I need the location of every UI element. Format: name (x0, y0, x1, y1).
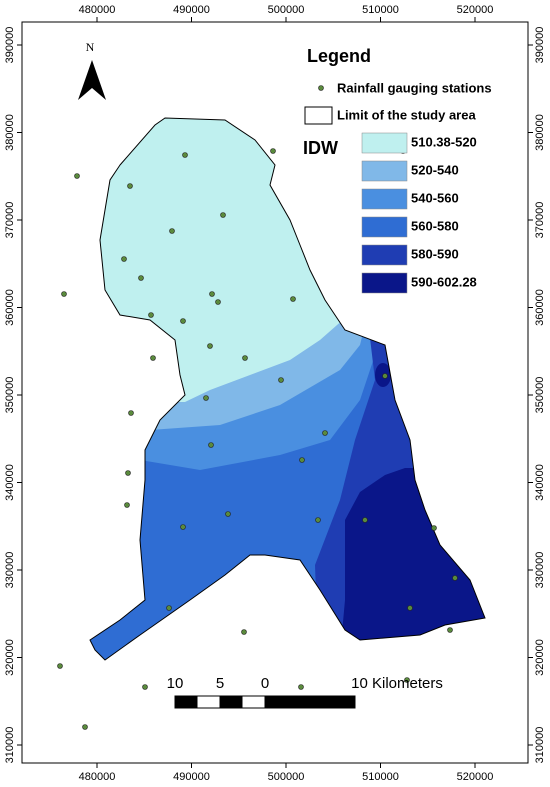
legend-station-symbol (318, 85, 324, 91)
y-tick-label: 310000 (534, 727, 546, 764)
x-tick-label: 520000 (457, 4, 494, 16)
x-tick-label: 480000 (79, 4, 116, 16)
legend-class-label: 580-590 (411, 246, 459, 261)
y-tick-label: 360000 (534, 289, 546, 326)
scale-segment (219, 695, 243, 709)
x-tick-label: 510000 (362, 771, 399, 783)
zone (340, 468, 485, 655)
legend-swatch (361, 160, 408, 182)
y-tick-label: 340000 (4, 464, 16, 501)
north-arrow (92, 60, 106, 100)
scale-label: 10 (167, 675, 184, 692)
legend-swatch (361, 272, 408, 294)
y-tick-label: 360000 (4, 289, 16, 326)
y-tick-label: 390000 (4, 27, 16, 64)
legend-item: Limit of the study area (337, 107, 476, 122)
scale-label: 10 Kilometers (351, 675, 443, 692)
y-tick-label: 390000 (534, 27, 546, 64)
legend-item: Rainfall gauging stations (337, 80, 492, 95)
legend-swatch (361, 244, 408, 266)
y-tick-label: 350000 (534, 377, 546, 414)
x-tick-label: 520000 (457, 771, 494, 783)
x-tick-label: 490000 (173, 4, 210, 16)
idw-title: IDW (303, 138, 338, 158)
idw-classes: 510.38-520 520-540 540-560 560-580 580-590 59… (361, 132, 477, 294)
x-tick-label: 500000 (268, 771, 305, 783)
legend-class-label: 560-580 (411, 218, 459, 233)
y-tick-label: 380000 (4, 114, 16, 151)
x-tick-label: 500000 (268, 4, 305, 16)
y-tick-label: 330000 (4, 552, 16, 589)
legend-class-label: 590-602.28 (411, 274, 477, 289)
y-tick-label: 350000 (4, 377, 16, 414)
y-tick-label: 340000 (534, 464, 546, 501)
legend-class-label: 510.38-520 (411, 134, 477, 149)
scale-segment (264, 695, 356, 709)
scale-bar: 10 5 0 10 Kilometers (167, 675, 443, 709)
y-tick-label: 370000 (4, 202, 16, 239)
scale-segment (241, 695, 266, 709)
x-tick-label: 510000 (362, 4, 399, 16)
y-tick-label: 310000 (4, 727, 16, 764)
x-tick-label: 490000 (173, 771, 210, 783)
legend-title: Legend (307, 46, 371, 66)
scale-segment (174, 695, 198, 709)
legend-swatch (361, 216, 408, 238)
legend-class-label: 540-560 (411, 190, 459, 205)
scale-label: 0 (261, 675, 269, 692)
study-area-limit (89, 117, 486, 661)
y-tick-label: 370000 (534, 202, 546, 239)
y-tick-label: 320000 (534, 639, 546, 676)
y-tick-label: 320000 (4, 639, 16, 676)
legend-swatch (361, 132, 408, 154)
y-tick-label: 380000 (534, 114, 546, 151)
scale-label: 5 (216, 675, 224, 692)
x-tick-label: 480000 (79, 771, 116, 783)
north-label: N (86, 40, 95, 54)
y-tick-label: 330000 (534, 552, 546, 589)
scale-segment (196, 695, 221, 709)
ticks: 4800004800004900004900005000005000005100… (4, 4, 546, 783)
legend-class-label: 520-540 (411, 162, 459, 177)
legend-limit-symbol (304, 106, 333, 125)
stations (57, 148, 458, 730)
legend-swatch (361, 188, 408, 210)
north-arrow (78, 60, 92, 100)
